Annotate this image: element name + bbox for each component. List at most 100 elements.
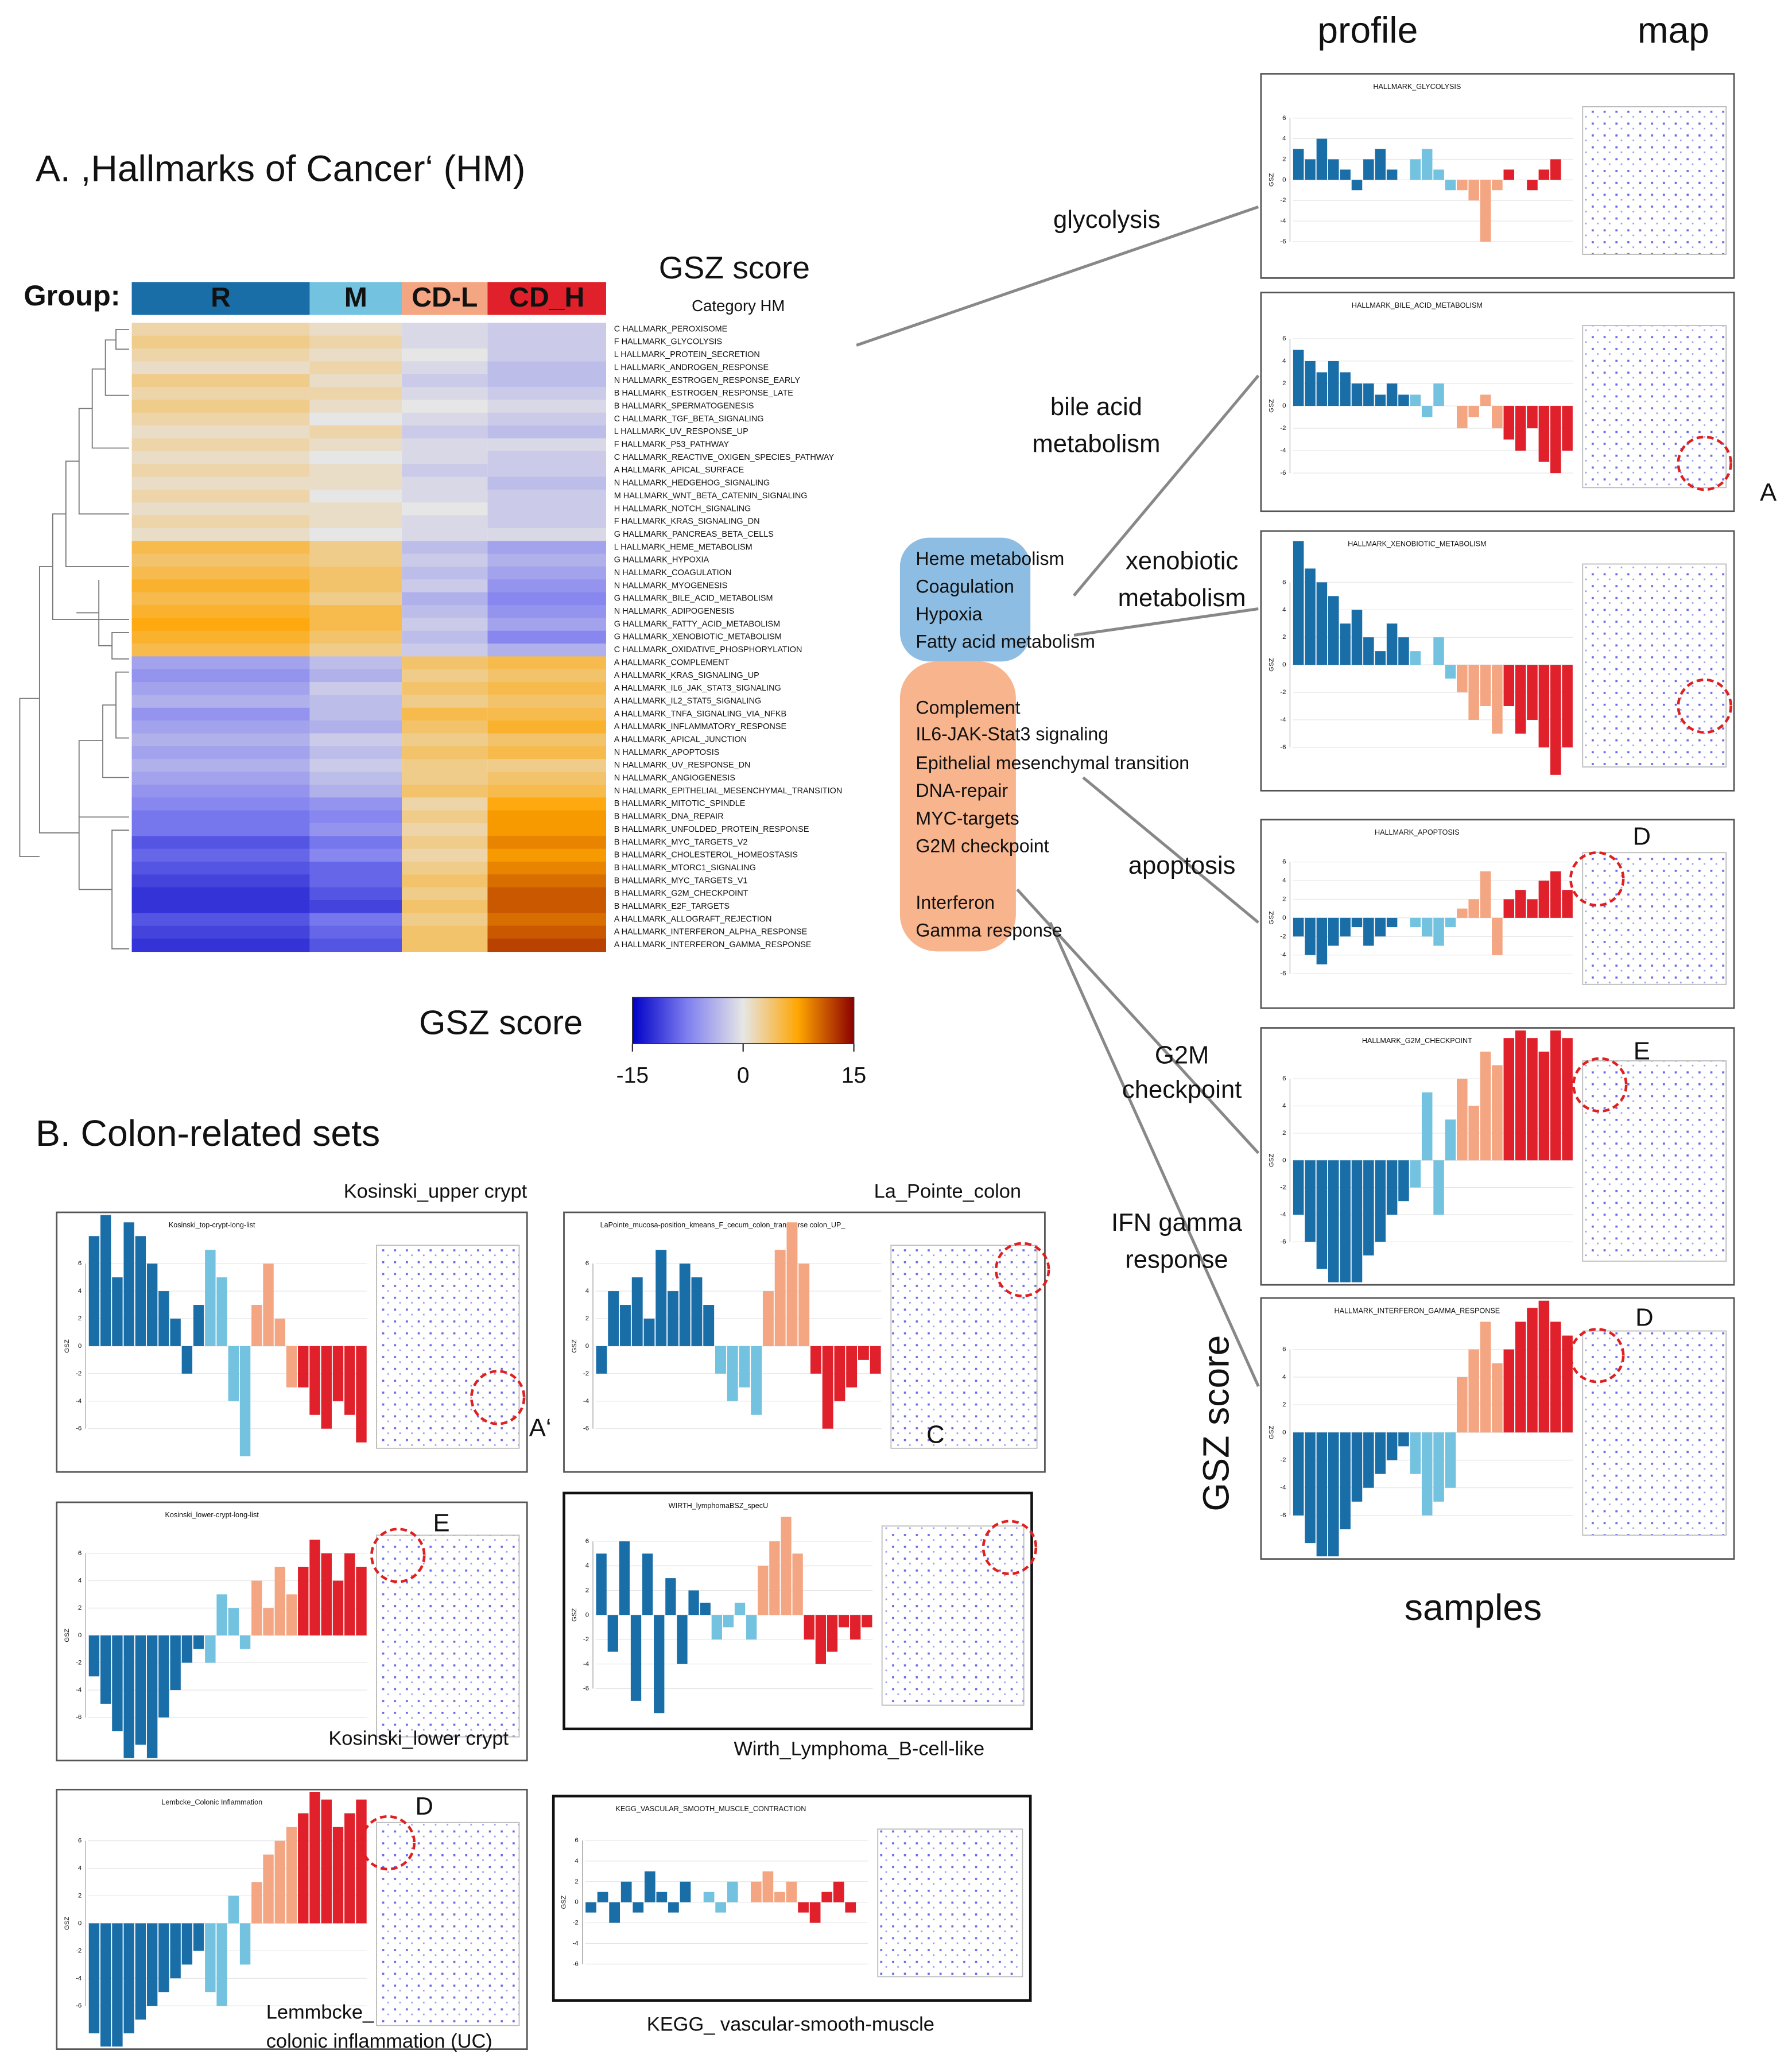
label: DNA-repair: [916, 780, 1008, 801]
bar: [1515, 1030, 1526, 1161]
bar: [809, 1902, 821, 1923]
bar: [1468, 665, 1479, 720]
heatmap-cell: [309, 502, 402, 516]
heatmap-cell: [487, 925, 606, 939]
y-label: GSZ: [1268, 1153, 1275, 1167]
heatmap-cell: [131, 579, 310, 593]
heatmap-cell: [487, 939, 606, 952]
row-label: A HALLMARK_KRAS_SIGNALING_UP: [614, 671, 759, 680]
y-tick-label: -6: [76, 1714, 82, 1721]
y-tick-label: -4: [583, 1661, 589, 1668]
bar: [1538, 881, 1550, 918]
bar: [216, 1594, 227, 1635]
row-label: N HALLMARK_APOPTOSIS: [614, 748, 720, 757]
y-tick-label: 4: [78, 1288, 82, 1295]
label: IL6-JAK-Stat3 signaling: [916, 723, 1108, 744]
heatmap-cell: [487, 412, 606, 426]
bar: [703, 1892, 715, 1902]
heatmap-cell: [131, 823, 310, 836]
bar: [228, 1608, 239, 1635]
colorbar-tick-label: 15: [841, 1063, 866, 1088]
heatmap-cell: [131, 387, 310, 401]
bar: [1386, 917, 1398, 928]
y-tick-label: 6: [1282, 859, 1286, 866]
heatmap-cell: [309, 720, 402, 734]
bar: [1340, 169, 1351, 180]
bar: [846, 1346, 858, 1387]
y-tick-label: 4: [575, 1858, 579, 1865]
group-bar: [487, 282, 606, 315]
letter: A‘: [529, 1414, 552, 1442]
heatmap-cell: [487, 374, 606, 387]
heatmap-cell: [131, 400, 310, 413]
y-tick-label: 2: [1282, 1401, 1286, 1408]
bar: [1363, 637, 1374, 665]
label: Interferon: [916, 892, 995, 913]
bar: [263, 1854, 274, 1924]
bars: [1293, 138, 1561, 242]
heatmap-cell: [131, 618, 310, 631]
bar: [1316, 138, 1328, 180]
map: [881, 1525, 1025, 1706]
heatmap-cell: [402, 695, 488, 708]
bar: [170, 1635, 181, 1691]
letter: D: [1633, 823, 1651, 851]
group-name: CD_H: [509, 282, 584, 313]
y-label: GSZ: [571, 1339, 578, 1353]
heatmap-cell: [131, 720, 310, 734]
y-tick-label: 2: [1282, 1130, 1286, 1137]
bar: [1410, 1160, 1421, 1188]
bar: [356, 1799, 367, 1924]
row-label: B HALLMARK_MYC_TARGETS_V2: [614, 838, 748, 847]
bar: [286, 1827, 297, 1924]
row-label: B HALLMARK_DNA_REPAIR: [614, 812, 724, 821]
group-name: R: [211, 282, 231, 313]
label: GSZ score: [419, 1003, 583, 1042]
heatmap-cell: [131, 733, 310, 747]
row-label: A HALLMARK_IL2_STAT5_SIGNALING: [614, 696, 762, 706]
bar: [798, 1264, 810, 1346]
bar: [263, 1264, 274, 1346]
bar: [1293, 350, 1304, 406]
map: [1582, 852, 1727, 985]
highlight-circle: [1572, 1057, 1628, 1113]
bar: [1445, 665, 1456, 679]
y-tick-label: 4: [78, 1865, 82, 1872]
heatmap-cell: [487, 810, 606, 824]
highlight-circle: [1569, 851, 1625, 907]
heatmap-cell: [131, 323, 310, 336]
bar: [274, 1319, 285, 1346]
y-tick-label: 4: [1282, 877, 1286, 884]
bar: [1538, 1051, 1550, 1161]
heatmap-cell: [309, 784, 402, 798]
bar: [181, 1923, 193, 1965]
bar: [1433, 383, 1444, 406]
heatmap-cell: [487, 913, 606, 927]
heatmap-cell: [309, 823, 402, 836]
bar: [332, 1580, 344, 1635]
bar: [1492, 180, 1503, 191]
y-tick-label: 2: [1282, 380, 1286, 387]
bar: [1527, 406, 1538, 429]
row-label: B HALLMARK_UNFOLDED_PROTEIN_RESPONSE: [614, 825, 809, 834]
heatmap-cell: [402, 669, 488, 683]
heatmap-cell: [402, 772, 488, 785]
bar: [1538, 665, 1550, 747]
y-tick-label: 6: [78, 1260, 82, 1267]
bar: [1316, 372, 1328, 406]
bars: [585, 1871, 856, 1923]
bar: [762, 1291, 774, 1346]
row-label: A HALLMARK_INFLAMMATORY_RESPONSE: [614, 722, 787, 731]
bar: [804, 1615, 814, 1640]
y-tick-label: -6: [1280, 1512, 1286, 1519]
bar: [100, 1923, 111, 2047]
bar: [739, 1346, 750, 1387]
inner-title: HALLMARK_GLYCOLYSIS: [1373, 83, 1461, 91]
row-label: B HALLMARK_E2F_TARGETS: [614, 902, 730, 911]
bar: [88, 1923, 100, 2034]
bar: [1445, 180, 1456, 191]
bar: [655, 1250, 667, 1346]
bar: [1410, 159, 1421, 180]
bar: [1375, 917, 1386, 937]
bar: [112, 1923, 123, 2047]
